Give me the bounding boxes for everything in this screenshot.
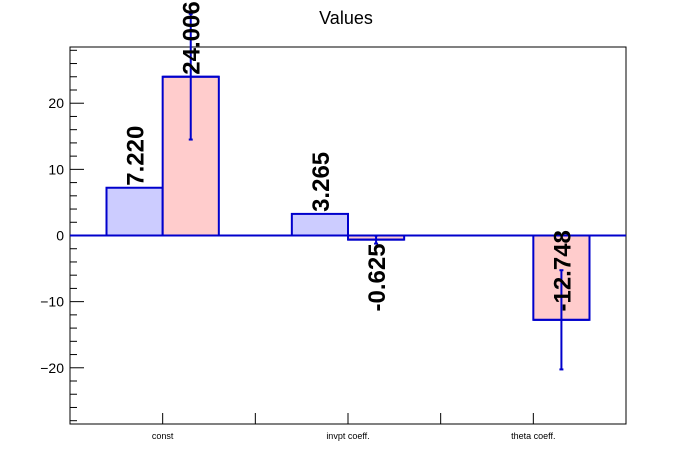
x-axis: const invpt coeff. theta coeff. bbox=[152, 413, 556, 441]
y-tick-label: 0 bbox=[56, 228, 64, 244]
error-bars bbox=[162, 12, 590, 371]
data-label: -12.748 bbox=[549, 230, 576, 311]
data-label: 3.265 bbox=[308, 152, 335, 212]
x-tick-label: const bbox=[152, 431, 174, 441]
bar bbox=[290, 212, 349, 237]
y-tick-label: 10 bbox=[48, 161, 64, 177]
data-label: 7.220 bbox=[123, 126, 150, 186]
data-label: -0.625 bbox=[364, 243, 391, 311]
data-label: 24.006 bbox=[179, 1, 206, 74]
x-tick-label: theta coeff. bbox=[511, 431, 555, 441]
data-labels: 7.220 3.265 24.006 -0.625 -12.748 bbox=[123, 1, 577, 311]
x-tick-label: invpt coeff. bbox=[326, 431, 369, 441]
y-tick-label: −10 bbox=[40, 294, 64, 310]
chart-title: Values bbox=[319, 8, 373, 28]
y-axis: −20 −10 0 10 20 bbox=[40, 49, 84, 422]
bar bbox=[105, 186, 164, 237]
y-tick-label: −20 bbox=[40, 360, 64, 376]
y-tick-label: 20 bbox=[48, 95, 64, 111]
